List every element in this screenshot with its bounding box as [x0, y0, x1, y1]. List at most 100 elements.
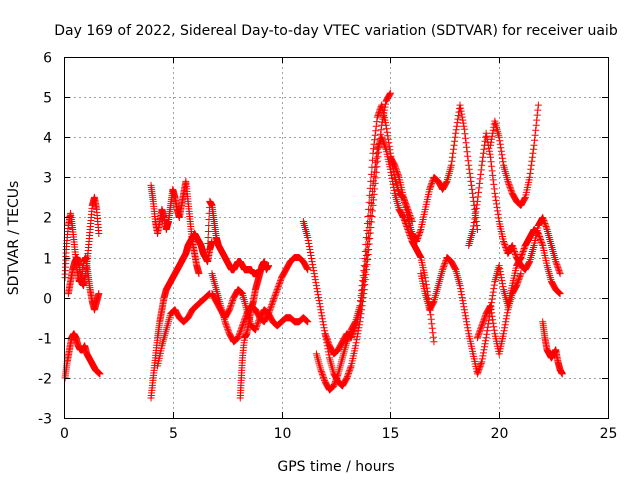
data-point [351, 323, 359, 331]
data-point [369, 181, 377, 189]
data-point [490, 185, 498, 193]
data-point [310, 267, 318, 275]
data-point [461, 130, 469, 138]
data-point [330, 382, 338, 390]
data-point [532, 121, 540, 129]
data-point [333, 373, 341, 381]
data-point [239, 320, 247, 328]
data-point [516, 273, 524, 281]
data-point [507, 185, 515, 193]
data-point [477, 323, 485, 331]
data-point [475, 331, 483, 339]
data-point [344, 371, 352, 379]
data-point [361, 248, 369, 256]
data-point [498, 154, 506, 162]
data-point [468, 185, 476, 193]
data-point [485, 316, 493, 324]
x-tick-label: 15 [382, 426, 400, 442]
data-point [533, 116, 541, 124]
data-point [473, 201, 481, 209]
data-point [332, 376, 340, 384]
data-point [386, 89, 394, 97]
data-point [401, 216, 409, 224]
data-point [473, 197, 481, 205]
data-point [378, 133, 386, 141]
data-point [304, 266, 312, 274]
data-point [316, 303, 324, 311]
data-point [268, 301, 276, 309]
data-point [319, 321, 327, 329]
data-point [497, 274, 505, 282]
data-point [269, 298, 277, 306]
data-point [395, 172, 403, 180]
data-point [95, 290, 103, 298]
data-point [416, 228, 424, 236]
data-point [554, 288, 562, 296]
data-point [450, 141, 458, 149]
data-point [490, 281, 498, 289]
data-point [477, 361, 485, 369]
data-point [253, 321, 261, 329]
data-point [440, 261, 448, 269]
data-point [543, 224, 551, 232]
data-point [556, 270, 564, 278]
data-point [370, 172, 378, 180]
data-point [315, 294, 323, 302]
data-point [451, 137, 459, 145]
data-point [382, 121, 390, 129]
data-point [472, 204, 480, 212]
data-point [415, 230, 423, 238]
data-point [309, 261, 317, 269]
data-point [481, 340, 489, 348]
data-point [392, 166, 400, 174]
data-point [479, 319, 487, 327]
data-point [354, 330, 362, 338]
data-point [400, 215, 408, 223]
data-point [478, 157, 486, 165]
data-point [531, 131, 539, 139]
data-point [489, 171, 497, 179]
data-point [488, 309, 496, 317]
data-point [474, 332, 482, 340]
data-point [360, 262, 368, 270]
data-point [343, 374, 351, 382]
data-point [427, 311, 435, 319]
data-point [368, 193, 376, 201]
plot-frame [64, 57, 609, 419]
data-point [527, 165, 535, 173]
data-point [238, 322, 246, 330]
data-point [204, 291, 212, 299]
data-point [488, 162, 496, 170]
data-point [353, 336, 361, 344]
data-point [553, 261, 561, 269]
data-point [304, 234, 312, 241]
data-point [479, 153, 487, 161]
data-point [529, 149, 537, 157]
data-point [226, 304, 234, 312]
data-point [356, 302, 364, 310]
data-point [386, 90, 394, 98]
data-point [349, 328, 357, 336]
data-point [481, 343, 489, 351]
data-point [465, 161, 473, 169]
data-point [204, 240, 212, 248]
data-point [372, 159, 380, 167]
data-point [205, 221, 213, 229]
data-point [394, 170, 402, 178]
data-point [459, 116, 467, 124]
data-point [402, 221, 410, 229]
data-point [381, 142, 389, 150]
data-point [370, 145, 378, 153]
data-point [484, 320, 492, 328]
y-tick-label: 0 [43, 292, 52, 308]
data-point [373, 150, 381, 158]
data-point [553, 262, 561, 270]
data-point [388, 174, 396, 182]
data-point [322, 333, 330, 341]
data-point [390, 183, 398, 191]
data-point [476, 364, 484, 372]
data-point [271, 293, 279, 301]
data-point [469, 193, 477, 201]
data-point [389, 177, 397, 185]
data-point [497, 271, 505, 279]
